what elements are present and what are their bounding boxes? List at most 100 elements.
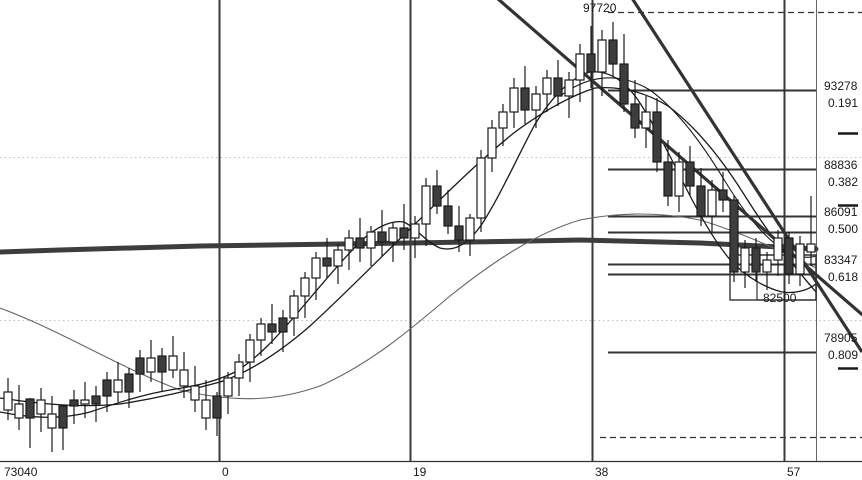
candle-body[interactable]: [168, 355, 178, 371]
fib-price-0191: 93278: [824, 79, 858, 93]
candle-body[interactable]: [399, 227, 409, 239]
candle-body[interactable]: [91, 395, 101, 405]
fib-ratio-0500: 0.500: [828, 222, 859, 236]
candle-body[interactable]: [366, 231, 376, 249]
trendline-lower: [631, 0, 862, 353]
candle-body[interactable]: [630, 103, 640, 129]
candle-body[interactable]: [487, 127, 497, 159]
candle-body[interactable]: [597, 39, 607, 73]
candle-body[interactable]: [685, 161, 695, 187]
candle-body[interactable]: [245, 339, 255, 363]
candle-body[interactable]: [322, 257, 332, 267]
candle-body[interactable]: [47, 413, 57, 429]
x-tick-label-19: 19: [413, 465, 427, 479]
candle-body[interactable]: [564, 79, 574, 97]
candle-body[interactable]: [278, 317, 288, 333]
candle-body[interactable]: [542, 77, 552, 95]
candle-body[interactable]: [608, 39, 618, 65]
candle-body[interactable]: [234, 361, 244, 379]
swing-high-label: 97720: [583, 1, 617, 15]
candle-body[interactable]: [784, 237, 794, 275]
candle-body[interactable]: [201, 399, 211, 419]
candle-body[interactable]: [58, 405, 68, 429]
candle-body[interactable]: [223, 377, 233, 397]
fib-ratio-0191: 0.191: [828, 96, 859, 110]
candle-body[interactable]: [520, 87, 530, 111]
candle-body[interactable]: [751, 247, 761, 273]
candle-body[interactable]: [14, 403, 24, 419]
candle-body[interactable]: [179, 369, 189, 387]
candle-body[interactable]: [696, 185, 706, 217]
fib-price-0809: 78905: [824, 331, 858, 345]
candle-body[interactable]: [509, 87, 519, 113]
y-axis-corner-label: 73040: [4, 465, 38, 479]
axis-frame: [0, 0, 862, 463]
candle-body[interactable]: [190, 385, 200, 401]
candle-body[interactable]: [333, 249, 343, 267]
candle-body[interactable]: [267, 323, 277, 333]
candle-body[interactable]: [355, 237, 365, 249]
fib-ratio-0382: 0.382: [828, 175, 859, 189]
candle-body[interactable]: [641, 111, 651, 129]
fib-price-0618: 83347: [824, 253, 858, 267]
candle-body[interactable]: [69, 399, 79, 407]
candle-body[interactable]: [102, 379, 112, 397]
candle-body[interactable]: [674, 161, 684, 197]
candle-body[interactable]: [311, 257, 321, 279]
candle-body[interactable]: [212, 395, 222, 419]
x-tick-label-0: 0: [222, 465, 229, 479]
ma-slow-line: [0, 213, 817, 400]
candle-body[interactable]: [476, 157, 486, 219]
candle-body[interactable]: [135, 357, 145, 375]
candle-body[interactable]: [25, 398, 35, 419]
x-tick-label-57: 57: [787, 465, 801, 479]
fib-price-0500: 86091: [824, 205, 858, 219]
candle-body[interactable]: [740, 247, 750, 273]
candle-body[interactable]: [718, 189, 728, 201]
candle-body[interactable]: [421, 185, 431, 225]
candle-body[interactable]: [410, 223, 420, 239]
candle-body[interactable]: [454, 225, 464, 241]
candle-body[interactable]: [729, 199, 739, 273]
candle-body[interactable]: [553, 77, 563, 97]
candle-body[interactable]: [575, 53, 585, 81]
candle-body[interactable]: [388, 227, 398, 243]
candle-body[interactable]: [707, 189, 717, 217]
candle-body[interactable]: [80, 399, 90, 405]
candle-body[interactable]: [432, 185, 442, 207]
candle-body[interactable]: [663, 161, 673, 197]
dashed-extent-lines: [600, 11, 862, 439]
candle-body[interactable]: [124, 373, 134, 393]
candle-body[interactable]: [652, 111, 662, 163]
candle-body[interactable]: [498, 111, 508, 129]
candle-body[interactable]: [113, 379, 123, 393]
candle-body[interactable]: [443, 205, 453, 227]
fib-ratio-0809: 0.809: [828, 348, 859, 362]
candle-body[interactable]: [619, 63, 629, 105]
candlestick-series[interactable]: [3, 22, 816, 452]
candle-body[interactable]: [762, 259, 772, 273]
candle-body[interactable]: [795, 243, 805, 275]
candle-body[interactable]: [344, 237, 354, 251]
candle-body[interactable]: [36, 399, 46, 415]
candle-body[interactable]: [300, 277, 310, 297]
candle-body[interactable]: [377, 231, 387, 243]
ma-mid-line: [0, 86, 817, 407]
candle-body[interactable]: [773, 237, 783, 261]
candle-body[interactable]: [3, 391, 13, 411]
candle-body[interactable]: [531, 93, 541, 111]
fib-price-0382: 88836: [824, 158, 858, 172]
x-tick-label-38: 38: [595, 465, 609, 479]
ma-long-line: [0, 237, 819, 255]
candle-body[interactable]: [289, 295, 299, 319]
candle-body[interactable]: [465, 217, 475, 241]
candle-body[interactable]: [157, 355, 167, 373]
candle-body[interactable]: [146, 357, 156, 373]
right-edge-ticks: [838, 132, 858, 370]
candle-body[interactable]: [806, 243, 816, 253]
fib-ratio-0618: 0.618: [828, 270, 859, 284]
candle-body[interactable]: [256, 323, 266, 341]
candle-body[interactable]: [586, 53, 596, 73]
